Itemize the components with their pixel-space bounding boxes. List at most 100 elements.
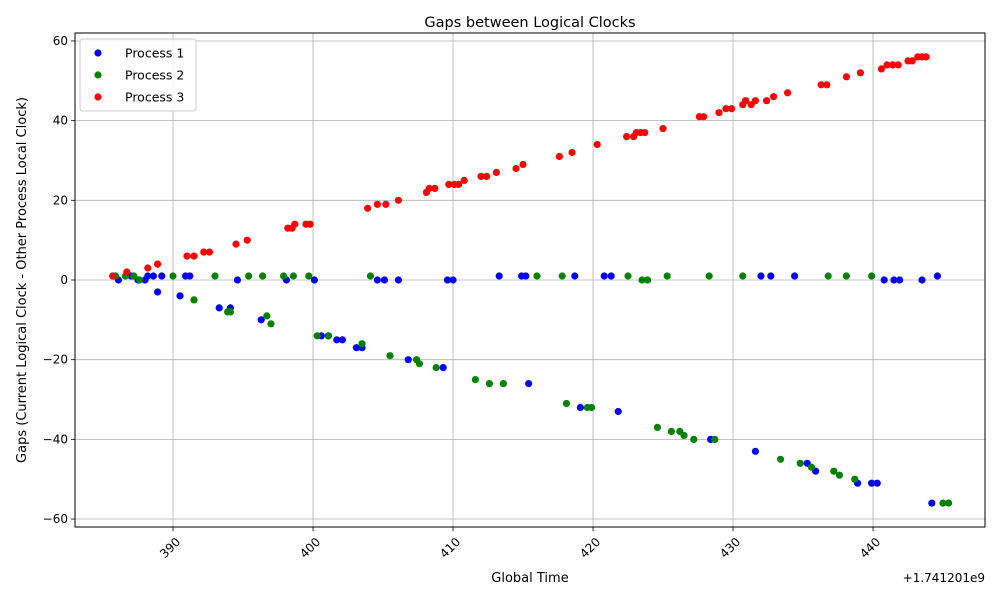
data-point [373, 276, 381, 284]
data-point [144, 264, 152, 272]
data-point [576, 403, 585, 412]
data-point [851, 475, 859, 483]
data-point [352, 344, 360, 352]
data-point [333, 336, 341, 344]
data-point [757, 272, 765, 280]
data-point [477, 172, 485, 180]
data-point [663, 272, 671, 280]
data-point [313, 332, 321, 340]
data-point [784, 89, 792, 97]
data-point [525, 380, 533, 388]
data-point [522, 272, 530, 280]
data-point [366, 272, 374, 280]
data-point [933, 272, 942, 280]
data-point [777, 455, 785, 463]
y-tick-label: 20 [53, 193, 68, 207]
data-point [190, 296, 198, 304]
data-point [711, 435, 719, 443]
data-point [667, 427, 676, 435]
legend-label: Process 3 [125, 90, 184, 105]
data-point [404, 356, 412, 364]
y-tick-label: 40 [53, 114, 68, 128]
data-point [431, 184, 439, 192]
data-point [742, 97, 750, 105]
legend: Process 1 Process 2 Process 3 [79, 38, 197, 112]
series-3-points [109, 53, 930, 280]
data-point [533, 272, 541, 280]
data-point [183, 252, 191, 260]
data-point [558, 272, 566, 280]
legend-marker [94, 93, 102, 101]
data-point [796, 459, 804, 467]
data-point [306, 220, 314, 228]
data-point [123, 268, 131, 276]
data-point [109, 272, 117, 280]
data-point [439, 364, 447, 372]
data-point [823, 81, 831, 89]
data-point [588, 403, 596, 412]
data-point [394, 196, 402, 204]
data-point [455, 180, 463, 188]
data-point [432, 364, 440, 372]
data-point [495, 272, 503, 280]
data-point [890, 276, 898, 284]
data-point [842, 73, 851, 81]
data-point [144, 272, 152, 280]
data-point [291, 220, 299, 228]
data-point [259, 272, 267, 280]
data-point [190, 252, 198, 260]
data-point [722, 105, 730, 113]
data-point [519, 160, 527, 169]
data-point [449, 276, 457, 284]
data-point [883, 61, 891, 69]
data-point [571, 272, 579, 280]
data-point [770, 93, 778, 101]
data-point [485, 380, 493, 388]
data-point [310, 276, 318, 284]
data-point [739, 272, 747, 280]
data-point [600, 272, 608, 280]
data-point [289, 272, 297, 280]
data-point [154, 288, 162, 296]
data-point [257, 316, 265, 324]
data-point [471, 376, 479, 384]
data-point [233, 276, 241, 284]
data-point [807, 463, 816, 471]
data-point [562, 399, 571, 408]
data-point [614, 407, 622, 416]
data-point [149, 272, 157, 280]
data-point [338, 336, 346, 344]
data-point [894, 61, 902, 69]
legend-marker [94, 49, 102, 57]
data-point [460, 176, 468, 184]
chart-title: Gaps between Logical Clocks [424, 15, 635, 31]
data-point [358, 340, 366, 348]
data-point [499, 380, 507, 388]
data-point [880, 276, 888, 284]
data-point [205, 248, 213, 256]
legend-label: Process 2 [125, 68, 184, 83]
data-point [443, 276, 451, 284]
data-point [425, 184, 433, 192]
data-point [835, 471, 844, 479]
data-point [176, 292, 184, 300]
data-point [305, 272, 313, 280]
data-point [653, 423, 662, 431]
data-point [373, 200, 381, 208]
y-axis-label: Gaps (Current Logical Clock - Other Proc… [15, 97, 30, 463]
data-point [817, 81, 825, 89]
data-point [751, 97, 760, 105]
data-point [700, 113, 708, 121]
data-point [382, 200, 390, 208]
data-point [186, 272, 194, 280]
data-point [215, 304, 223, 312]
legend-marker [94, 71, 102, 79]
data-point [830, 467, 838, 475]
data-point [763, 97, 771, 105]
data-point [380, 276, 388, 284]
data-point [135, 276, 143, 284]
data-point [728, 105, 736, 113]
data-point [939, 499, 947, 507]
data-point [705, 272, 713, 280]
data-point [896, 276, 904, 284]
